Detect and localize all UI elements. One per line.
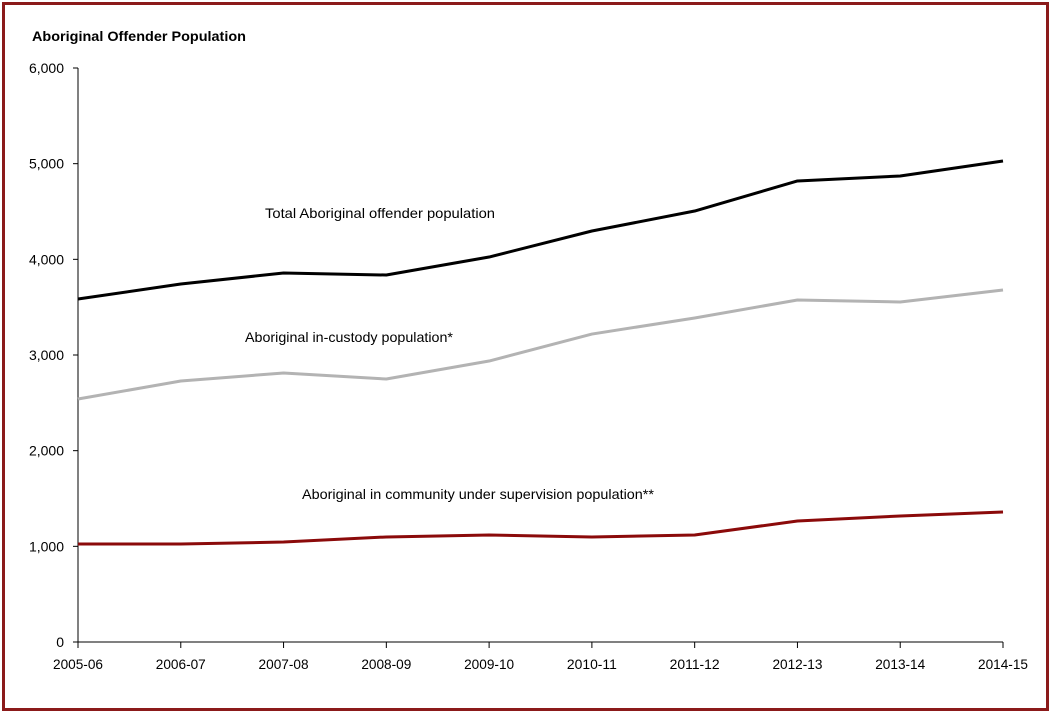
chart-title: Aboriginal Offender Population	[32, 28, 246, 44]
y-tick-label: 6,000	[29, 60, 64, 76]
x-tick-label: 2011-12	[670, 656, 720, 672]
y-tick-label: 5,000	[29, 156, 64, 172]
series-line-1	[77, 288, 1004, 401]
x-tick-label: 2010-11	[567, 656, 617, 672]
x-tick-label: 2013-14	[875, 656, 925, 672]
series-label-2: Aboriginal in community under supervisio…	[302, 486, 655, 502]
y-tick-label: 3,000	[29, 347, 64, 363]
x-tick-label: 2008-09	[361, 656, 411, 672]
series-line-0	[77, 159, 1004, 301]
y-tick-label: 2,000	[29, 443, 64, 459]
x-tick-label: 2012-13	[772, 656, 822, 672]
series-label-1: Aboriginal in-custody population*	[245, 329, 454, 345]
x-tick-label: 2005-06	[53, 656, 103, 672]
series-label-0: Total Aboriginal offender population	[265, 205, 495, 221]
x-tick-label: 2009-10	[464, 656, 514, 672]
x-tick-label: 2007-08	[259, 656, 309, 672]
y-tick-label: 1,000	[29, 538, 64, 554]
x-tick-label: 2006-07	[156, 656, 206, 672]
x-tick-label: 2014-15	[978, 656, 1028, 672]
y-tick-label: 4,000	[29, 251, 64, 267]
y-tick-label: 0	[56, 634, 64, 650]
series-line-2	[78, 510, 1004, 546]
